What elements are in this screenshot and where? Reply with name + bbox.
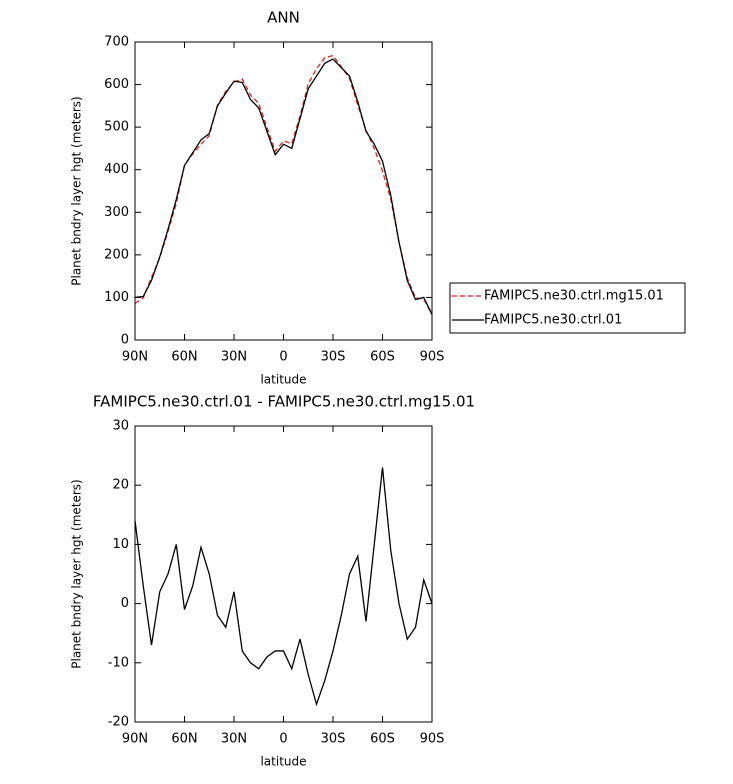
plot-frame: [134, 425, 433, 723]
x-tick-label: 0: [279, 350, 287, 365]
data-line: [134, 54, 433, 315]
y-tick-label: 100: [104, 290, 129, 305]
legend-label: FAMIPC5.ne30.ctrl.mg15.01: [484, 289, 664, 304]
x-tick-label: 30N: [221, 350, 247, 365]
plot-frame: [134, 41, 433, 341]
chart-title: ANN: [267, 9, 300, 27]
x-tick-label: 90S: [420, 732, 445, 747]
y-tick-label: 200: [104, 247, 129, 262]
y-tick-label: -20: [108, 715, 129, 730]
x-tick-label: 60N: [171, 732, 197, 747]
y-tick-label: 400: [104, 162, 129, 177]
y-tick-label: 0: [121, 596, 129, 611]
legend-label: FAMIPC5.ne30.ctrl.01: [484, 313, 622, 328]
y-tick-label: 0: [121, 333, 129, 348]
x-tick-label: 90N: [122, 732, 148, 747]
data-line: [134, 467, 433, 707]
y-tick-label: 10: [112, 537, 129, 552]
x-tick-label: 30S: [321, 732, 346, 747]
x-tick-label: 60N: [171, 350, 197, 365]
y-axis-label: Planet bndry layer hgt (meters): [70, 96, 84, 286]
legend-box: [449, 282, 686, 334]
x-tick-label: 60S: [370, 350, 395, 365]
x-axis-label: latitude: [260, 373, 306, 387]
x-tick-label: 0: [279, 732, 287, 747]
x-tick-label: 60S: [370, 732, 395, 747]
y-tick-label: 600: [104, 77, 129, 92]
x-axis-label: latitude: [260, 755, 306, 769]
y-tick-label: 500: [104, 120, 129, 135]
x-tick-label: 90S: [420, 350, 445, 365]
chart-title: FAMIPC5.ne30.ctrl.01 - FAMIPC5.ne30.ctrl…: [93, 393, 475, 411]
y-tick-label: 700: [104, 35, 129, 50]
y-tick-label: 20: [112, 478, 129, 493]
x-tick-label: 30N: [221, 732, 247, 747]
data-line: [134, 58, 433, 315]
y-tick-label: -10: [108, 655, 129, 670]
x-tick-label: 30S: [321, 350, 346, 365]
y-axis-label: Planet bndry layer hgt (meters): [70, 479, 84, 669]
y-tick-label: 30: [112, 419, 129, 434]
y-tick-label: 300: [104, 205, 129, 220]
x-tick-label: 90N: [122, 350, 148, 365]
